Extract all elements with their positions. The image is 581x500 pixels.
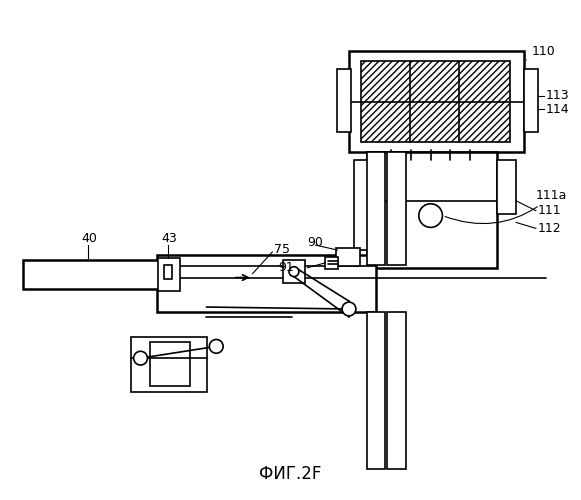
Text: 111: 111 — [538, 204, 561, 217]
Text: 43: 43 — [161, 232, 177, 244]
Circle shape — [419, 204, 442, 228]
Text: 40: 40 — [81, 232, 98, 244]
Bar — [524, 69, 538, 132]
Bar — [150, 342, 190, 386]
Bar — [388, 312, 406, 470]
Circle shape — [209, 340, 223, 353]
Bar — [361, 61, 510, 142]
Bar — [336, 248, 360, 266]
Bar — [367, 152, 497, 268]
Circle shape — [289, 266, 299, 276]
Text: 113: 113 — [546, 89, 569, 102]
Text: 112: 112 — [538, 222, 561, 235]
Circle shape — [134, 352, 148, 365]
Bar — [325, 257, 338, 268]
Bar — [158, 258, 180, 292]
Text: 90: 90 — [308, 236, 324, 248]
Text: ФИГ.2F: ФИГ.2F — [259, 465, 321, 483]
Bar — [23, 260, 160, 290]
Circle shape — [342, 302, 356, 316]
Bar — [157, 255, 375, 312]
Bar — [283, 260, 305, 283]
Bar — [349, 52, 524, 152]
Bar — [388, 152, 406, 265]
Bar — [367, 152, 385, 265]
Text: 91: 91 — [278, 261, 294, 274]
Bar — [354, 160, 368, 250]
Text: 114: 114 — [546, 103, 569, 116]
Text: 75: 75 — [274, 242, 290, 256]
Bar — [337, 69, 351, 132]
Bar — [367, 312, 385, 470]
Bar — [164, 265, 172, 278]
Text: 110: 110 — [526, 45, 555, 60]
Text: 111a: 111a — [445, 190, 567, 224]
Bar — [131, 336, 207, 392]
Bar — [497, 160, 516, 214]
